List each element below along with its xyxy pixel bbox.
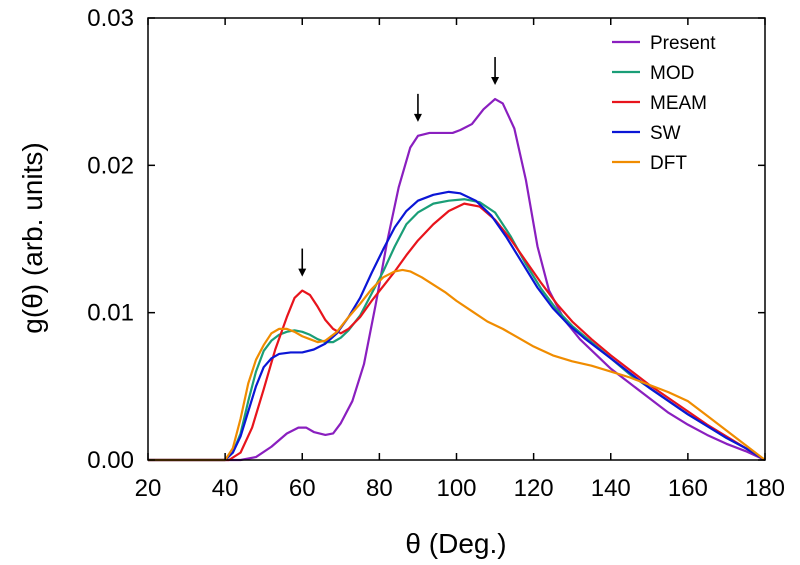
x-tick-label: 120: [514, 475, 554, 502]
legend-label-mod: MOD: [650, 63, 694, 84]
y-tick-label: 0.03: [87, 5, 134, 32]
series-line-meam: [148, 202, 766, 462]
arrow-head: [491, 77, 500, 86]
legend-label-present: Present: [650, 33, 716, 54]
series-line-dft: [148, 268, 766, 462]
x-tick-label: 80: [366, 475, 393, 502]
x-tick-label: 40: [212, 475, 239, 502]
series-line-sw: [148, 190, 766, 462]
x-tick-label: 160: [668, 475, 708, 502]
y-tick-label: 0.00: [87, 447, 134, 474]
plot-lines: [148, 97, 766, 462]
x-tick-label: 20: [135, 475, 162, 502]
x-tick-label: 180: [745, 475, 785, 502]
x-tick-label: 140: [591, 475, 631, 502]
legend: Present MOD MEAM SW DFT: [612, 33, 716, 174]
legend-label-sw: SW: [650, 123, 681, 144]
y-tick-label: 0.01: [87, 300, 134, 327]
axis-ticks: [147, 17, 766, 461]
series-line-present: [148, 97, 766, 462]
x-tick-label: 100: [436, 475, 476, 502]
peak-arrows: [298, 57, 500, 277]
x-tick-label: 60: [289, 475, 316, 502]
legend-label-meam: MEAM: [650, 93, 707, 114]
y-axis-label: g(θ) (arb. units): [17, 142, 48, 333]
arrow-head: [413, 113, 422, 122]
arrow-head: [298, 268, 307, 277]
y-tick-label: 0.02: [87, 152, 134, 179]
legend-label-dft: DFT: [650, 153, 687, 174]
x-axis-label: θ (Deg.): [405, 528, 506, 559]
tick-labels: 20 40 60 80 100 120 140 160 180 0.00 0.01 0.02 0.03: [87, 5, 785, 502]
